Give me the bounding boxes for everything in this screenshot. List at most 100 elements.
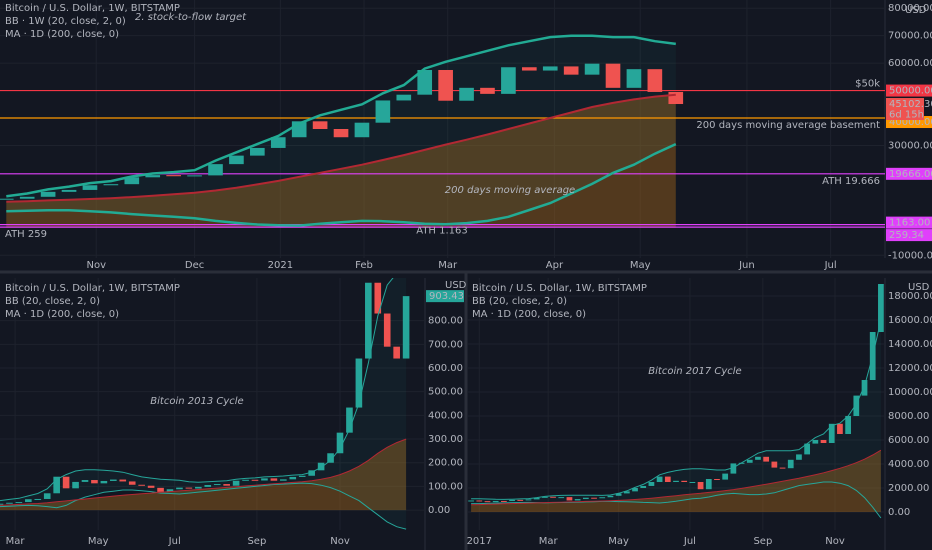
candle [145, 175, 161, 178]
candle [722, 473, 729, 480]
level-label: ATH 259 [5, 229, 47, 240]
last-price-tag [426, 290, 464, 303]
x-tick-label: 2017 [467, 536, 492, 547]
indicator-label: MA · 1D (200, close, 0) [5, 309, 119, 320]
y-tick-label: 16000.00 [888, 315, 932, 326]
candle [43, 493, 51, 499]
x-tick-label: Jul [683, 536, 696, 547]
ma-line [0, 438, 407, 506]
candle [128, 481, 136, 485]
ma-area [0, 439, 407, 511]
candle [533, 497, 540, 500]
level-tag-label: 1163.00 [889, 218, 930, 229]
candle [402, 296, 410, 359]
plot [0, 278, 425, 530]
drawing-note: 2. stock-to-flow target [135, 12, 247, 23]
candle [525, 499, 532, 501]
candle [110, 479, 117, 481]
candle [15, 502, 23, 504]
candle [147, 485, 155, 488]
candle [664, 476, 671, 482]
candle [261, 478, 268, 481]
x-tick-label: Dec [185, 260, 204, 271]
candle [6, 502, 13, 504]
plot [0, 0, 885, 258]
candle [615, 493, 622, 496]
axis-unit: USD [908, 282, 930, 293]
candle [542, 66, 558, 71]
candle [354, 122, 370, 138]
chart-title: Bitcoin / U.S. Dollar, 1W, BITSTAMP [5, 283, 180, 294]
level-tag-label: 50000.00 [889, 86, 932, 97]
candle [53, 476, 60, 494]
bb-lower [0, 482, 407, 530]
x-tick-label: 2021 [268, 260, 293, 271]
y-tick-label: 300.00 [428, 434, 463, 445]
candle [213, 484, 221, 486]
candle [714, 479, 720, 480]
candle [468, 500, 474, 502]
candle [705, 479, 712, 490]
candle [25, 499, 32, 503]
candle [509, 499, 515, 502]
candle [229, 155, 244, 165]
candle [647, 69, 663, 92]
y-tick-label: 6000.00 [888, 435, 929, 446]
plot [467, 278, 885, 530]
candle [746, 459, 753, 463]
candle [623, 491, 630, 494]
candle [626, 69, 642, 88]
x-tick-label: May [88, 536, 109, 547]
candle [787, 459, 794, 469]
candle [289, 476, 297, 480]
candle [828, 423, 835, 443]
level-tag-label: 19666.00 [889, 169, 932, 180]
x-tick-label: Apr [546, 260, 564, 271]
candle [492, 500, 499, 503]
candle [591, 497, 597, 499]
candle [308, 470, 315, 476]
candle [242, 479, 249, 481]
candle [668, 91, 684, 105]
x-tick-label: Nov [330, 536, 350, 547]
candle [689, 482, 696, 483]
candle [476, 500, 483, 502]
candle [771, 461, 778, 468]
candle [438, 69, 453, 101]
candle [166, 489, 174, 492]
ma-line [6, 93, 676, 203]
candle [327, 453, 334, 463]
chart-title: Bitcoin / U.S. Dollar, 1W, BITSTAMP [472, 283, 647, 294]
candle [393, 346, 400, 359]
candle [558, 497, 565, 499]
candle [878, 284, 884, 332]
y-tick-label: 10000.00 [888, 387, 932, 398]
candle [480, 87, 495, 94]
level-tag [886, 167, 932, 180]
level-label: ATH 1.163 [416, 226, 468, 237]
candle [550, 496, 556, 498]
bb-lower [6, 142, 677, 227]
level-label: 200 days moving average basement [696, 120, 880, 131]
last-price-label: 45102.30 [889, 99, 932, 110]
level-tag [886, 216, 932, 229]
candle [563, 66, 579, 75]
indicator-label: BB · 1W (20, close, 2, 0) [5, 16, 126, 27]
candle [584, 63, 600, 75]
candle [656, 476, 663, 482]
indicator-label: MA · 1D (200, close, 0) [5, 29, 119, 40]
candle [632, 488, 638, 492]
level-tag [886, 116, 932, 129]
indicator-label: MA · 1D (200, close, 0) [472, 309, 586, 320]
candle [517, 499, 524, 501]
x-tick-label: May [630, 260, 651, 271]
x-tick-label: Jun [738, 260, 755, 271]
candle [522, 67, 537, 71]
candle [298, 475, 306, 477]
candle [124, 177, 140, 185]
candle [501, 67, 516, 94]
indicator-label: BB (20, close, 2, 0) [472, 296, 567, 307]
candle [62, 476, 70, 489]
